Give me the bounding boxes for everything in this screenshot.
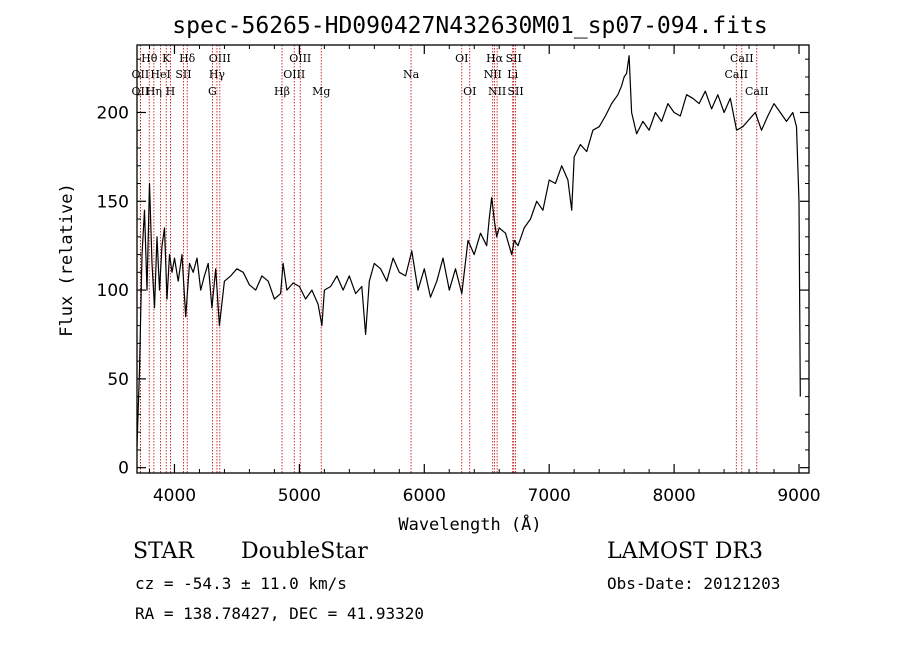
line-label-17: OI <box>455 52 468 65</box>
line-label-27: CaII <box>745 85 769 98</box>
line-label-19: NII <box>484 68 502 81</box>
x-tick-label-2: 6000 <box>403 486 446 506</box>
spectral-line-labels: OII OII Hθ Hη HeI K H SII Hδ G Hγ OIII Hβ OIII OIII Mg N… <box>132 52 769 98</box>
line-label-3: Hη <box>146 85 162 98</box>
line-label-9: G <box>208 85 217 98</box>
line-label-5: K <box>162 52 171 65</box>
plot-frame <box>136 44 810 474</box>
y-tick-label-3: 150 <box>97 192 129 212</box>
line-label-2: Hθ <box>141 52 158 65</box>
line-label-14: OIII <box>289 52 311 65</box>
obs-date: Obs-Date: 20121203 <box>607 574 780 593</box>
x-tick-label-5: 9000 <box>777 486 820 506</box>
line-label-8: Hδ <box>179 52 196 65</box>
line-label-7: SII <box>175 68 191 81</box>
coordinates: RA = 138.78427, DEC = 41.93320 <box>135 604 424 623</box>
x-tick-label-0: 4000 <box>153 486 196 506</box>
y-axis-label: Flux (relative) <box>57 183 77 337</box>
y-tick-label-4: 200 <box>97 103 129 123</box>
line-label-20: Hα <box>486 52 504 65</box>
spectrum-series-line <box>136 55 801 447</box>
line-label-4: HeI <box>150 68 170 81</box>
object-class: STAR <box>133 539 195 564</box>
line-label-12: Hβ <box>274 85 290 98</box>
y-tick-label-0: 0 <box>118 459 129 479</box>
line-label-13: OIII <box>283 68 305 81</box>
line-label-24: SII <box>507 85 523 98</box>
line-label-10: Hγ <box>209 68 226 81</box>
redshift-value: cz = -54.3 ± 11.0 km/s <box>135 574 347 593</box>
line-label-15: Mg <box>312 85 330 98</box>
line-label-16: Na <box>403 68 420 81</box>
object-subclass: DoubleStar <box>241 539 368 564</box>
chart-title: spec-56265-HD090427N432630M01_sp07-094.f… <box>172 13 767 39</box>
line-label-25: CaII <box>724 68 748 81</box>
line-label-18: OI <box>463 85 476 98</box>
x-tick-label-1: 5000 <box>278 486 321 506</box>
x-axis-label: Wavelength (Å) <box>398 513 541 535</box>
line-label-22: Li <box>507 68 518 81</box>
line-label-11: OIII <box>209 52 231 65</box>
survey-name: LAMOST DR3 <box>607 539 763 564</box>
line-label-6: H <box>166 85 176 98</box>
y-tick-label-2: 100 <box>97 281 129 301</box>
x-tick-label-4: 8000 <box>652 486 695 506</box>
y-tick-label-1: 50 <box>107 370 129 390</box>
line-label-23: SII <box>506 52 522 65</box>
line-label-0: OII <box>132 85 150 98</box>
x-axis-ticks: 4000 5000 6000 7000 8000 9000 <box>148 45 821 506</box>
line-label-26: CaII <box>730 52 754 65</box>
y-axis-ticks: 0 50 100 150 200 <box>97 58 809 479</box>
x-tick-label-3: 7000 <box>528 486 571 506</box>
spectral-line-markers <box>139 45 758 473</box>
line-label-1: OII <box>132 68 150 81</box>
line-label-21: NII <box>488 85 506 98</box>
